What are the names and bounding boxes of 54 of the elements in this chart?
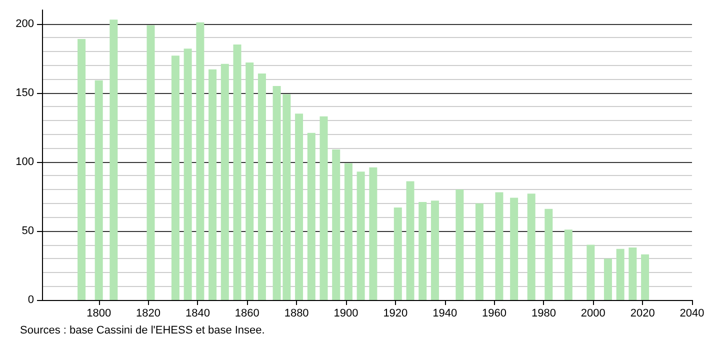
y-tick-label: 50 — [22, 224, 34, 237]
bar — [616, 248, 624, 300]
x-tick-label: 1960 — [482, 308, 507, 320]
x-tick-label: 1880 — [284, 308, 309, 320]
source-note: Sources : base Cassini de l'EHESS et base Insee. — [20, 324, 265, 336]
bar — [344, 163, 352, 300]
x-tick-label: 1800 — [86, 308, 112, 320]
x-tick-label: 2020 — [630, 308, 655, 320]
x-tick-label: 1940 — [432, 308, 458, 320]
bar — [510, 198, 518, 300]
bar — [475, 203, 484, 300]
y-tick-label: 0 — [28, 294, 34, 306]
bar — [430, 200, 439, 300]
bar — [258, 74, 266, 300]
bar — [604, 258, 612, 300]
y-tick-label: 150 — [16, 86, 34, 99]
bar — [110, 20, 118, 300]
bar — [184, 48, 192, 300]
bar — [246, 62, 254, 300]
bar — [394, 207, 402, 300]
bar — [406, 181, 414, 300]
bar — [94, 80, 103, 300]
bar — [307, 132, 316, 300]
x-tick-label: 1820 — [136, 308, 161, 320]
bar — [320, 116, 328, 300]
x-tick-label: 1980 — [531, 308, 556, 320]
bar — [456, 190, 464, 300]
bar — [495, 192, 504, 300]
bar — [628, 248, 637, 300]
bar — [196, 22, 204, 300]
bar — [418, 202, 427, 300]
x-tick-label: 2040 — [680, 308, 704, 320]
bar — [233, 44, 242, 300]
x-tick-label: 2000 — [580, 308, 606, 320]
bar — [527, 194, 536, 300]
bar — [295, 114, 304, 300]
bar — [586, 244, 595, 300]
x-tick-label: 1860 — [234, 308, 260, 320]
bar — [564, 230, 572, 300]
bar — [78, 39, 86, 300]
bar — [544, 208, 553, 300]
bar — [171, 56, 180, 300]
y-tick-label: 200 — [16, 18, 34, 30]
bar — [641, 254, 650, 300]
bar — [369, 167, 378, 300]
bar — [356, 172, 365, 300]
x-tick-label: 1840 — [185, 308, 210, 320]
y-tick-label: 100 — [16, 156, 34, 168]
bar — [146, 25, 155, 300]
x-tick-label: 1920 — [383, 308, 408, 320]
bar — [220, 64, 229, 300]
bar — [332, 149, 340, 300]
x-tick-label: 1900 — [334, 308, 358, 320]
bar — [208, 69, 217, 300]
